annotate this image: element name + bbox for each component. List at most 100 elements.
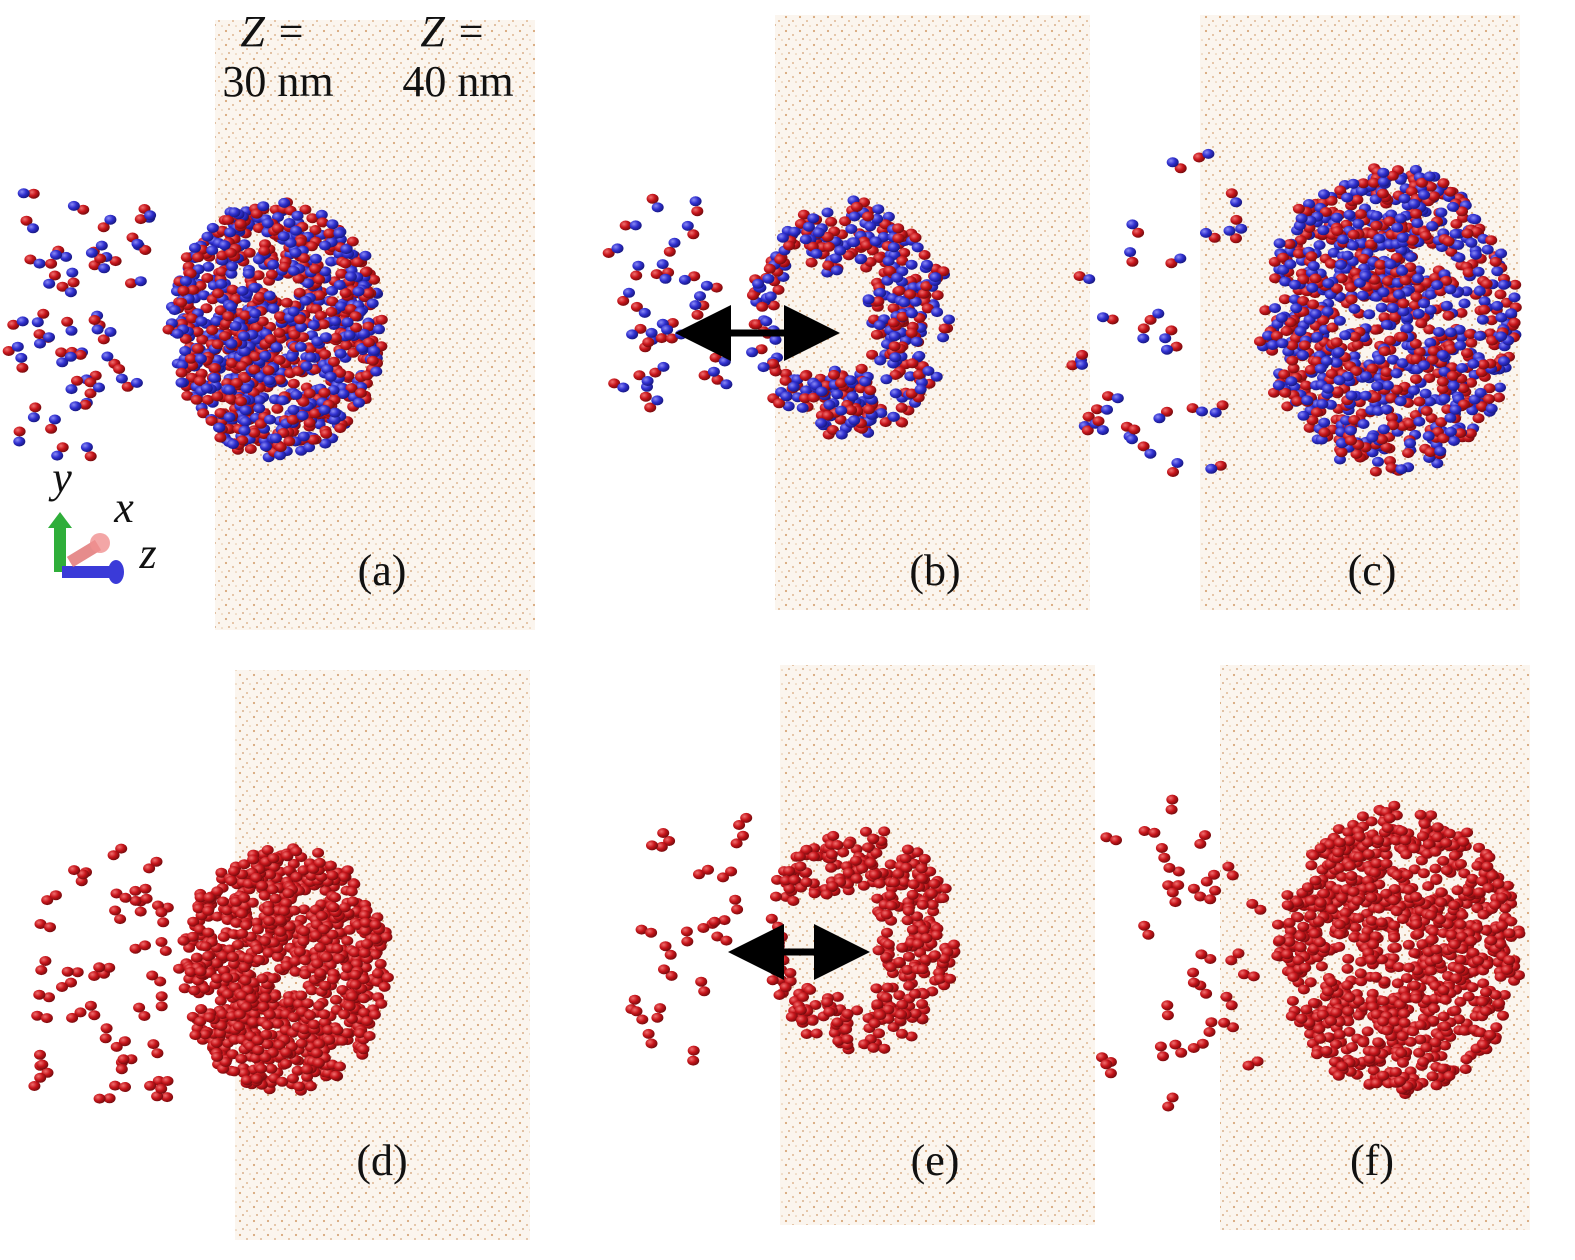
molecule	[906, 889, 919, 900]
molecule	[675, 329, 688, 340]
molecule	[1331, 283, 1343, 294]
molecule	[1303, 422, 1316, 433]
molecule	[646, 840, 658, 851]
molecule	[194, 353, 207, 364]
molecule	[828, 1028, 841, 1038]
molecule	[13, 426, 26, 437]
molecule	[1396, 331, 1409, 342]
molecule	[799, 234, 812, 245]
molecule	[202, 261, 215, 272]
molecule	[195, 1004, 208, 1014]
molecule	[689, 300, 702, 311]
molecule	[1331, 386, 1344, 397]
molecule	[900, 862, 913, 873]
molecule	[36, 1059, 49, 1070]
molecule	[1465, 337, 1478, 348]
molecule	[779, 368, 792, 379]
molecule	[1386, 303, 1399, 313]
molecule	[630, 301, 643, 312]
molecule	[1395, 464, 1408, 475]
molecule	[882, 256, 895, 267]
molecule	[1322, 278, 1335, 289]
molecule	[1384, 259, 1397, 270]
molecule	[354, 1028, 366, 1039]
molecule	[913, 350, 926, 361]
molecule	[1497, 279, 1510, 290]
molecule	[248, 364, 261, 375]
molecule	[312, 847, 325, 858]
molecule	[341, 963, 354, 973]
molecule	[654, 1003, 667, 1014]
molecule	[1439, 1040, 1451, 1051]
molecule	[645, 327, 658, 338]
molecule	[872, 945, 885, 956]
molecule	[1305, 860, 1318, 871]
molecule	[1454, 954, 1467, 965]
molecule	[826, 425, 839, 435]
molecule	[1235, 223, 1248, 234]
molecule	[1436, 383, 1449, 394]
molecule	[319, 349, 332, 360]
molecule	[903, 951, 915, 962]
molecule	[856, 863, 869, 874]
molecule	[1333, 1029, 1346, 1040]
molecule	[1499, 903, 1512, 914]
molecule	[224, 393, 237, 404]
molecule	[1444, 412, 1457, 423]
molecule	[1479, 1006, 1492, 1017]
molecule	[651, 1012, 664, 1023]
molecule	[43, 278, 56, 289]
molecule	[783, 883, 796, 894]
molecule	[1493, 392, 1505, 403]
molecule	[868, 869, 881, 880]
molecule	[366, 298, 379, 309]
molecule	[1137, 333, 1150, 344]
molecule	[194, 966, 207, 977]
molecule	[632, 260, 645, 271]
molecule	[249, 308, 262, 319]
molecule	[937, 266, 950, 277]
molecule	[694, 291, 706, 302]
molecule	[346, 236, 359, 247]
molecule	[250, 872, 263, 883]
molecule	[345, 886, 358, 897]
molecule	[61, 316, 74, 327]
molecule	[313, 857, 326, 868]
molecule	[267, 259, 280, 270]
molecule	[1458, 399, 1470, 410]
molecule	[918, 250, 931, 260]
molecule	[1412, 308, 1425, 319]
molecule	[802, 221, 815, 232]
molecule	[1092, 416, 1105, 427]
molecule	[831, 840, 844, 850]
molecule	[820, 889, 833, 900]
molecule	[1380, 404, 1393, 415]
molecule	[821, 231, 834, 242]
molecule	[1386, 170, 1399, 181]
molecule	[1396, 358, 1409, 369]
molecule	[1292, 912, 1305, 923]
molecule	[634, 323, 647, 334]
molecule	[1436, 350, 1449, 360]
molecule	[1278, 294, 1291, 305]
molecule	[1406, 235, 1419, 246]
molecule	[115, 1064, 128, 1075]
molecule	[1369, 931, 1382, 942]
molecule	[1132, 227, 1145, 238]
molecule	[295, 1038, 308, 1049]
molecule	[343, 330, 356, 341]
molecule	[1369, 867, 1381, 878]
molecule	[154, 976, 167, 987]
molecule	[1476, 401, 1488, 412]
molecule	[300, 361, 313, 372]
molecule	[292, 273, 305, 284]
molecule	[711, 931, 724, 942]
molecule	[841, 1008, 854, 1019]
molecule	[691, 309, 704, 320]
molecule	[718, 356, 731, 367]
molecule	[1397, 298, 1410, 309]
molecule	[1493, 998, 1506, 1009]
molecule	[1305, 251, 1318, 262]
molecule	[1111, 393, 1124, 404]
molecule	[206, 325, 219, 336]
